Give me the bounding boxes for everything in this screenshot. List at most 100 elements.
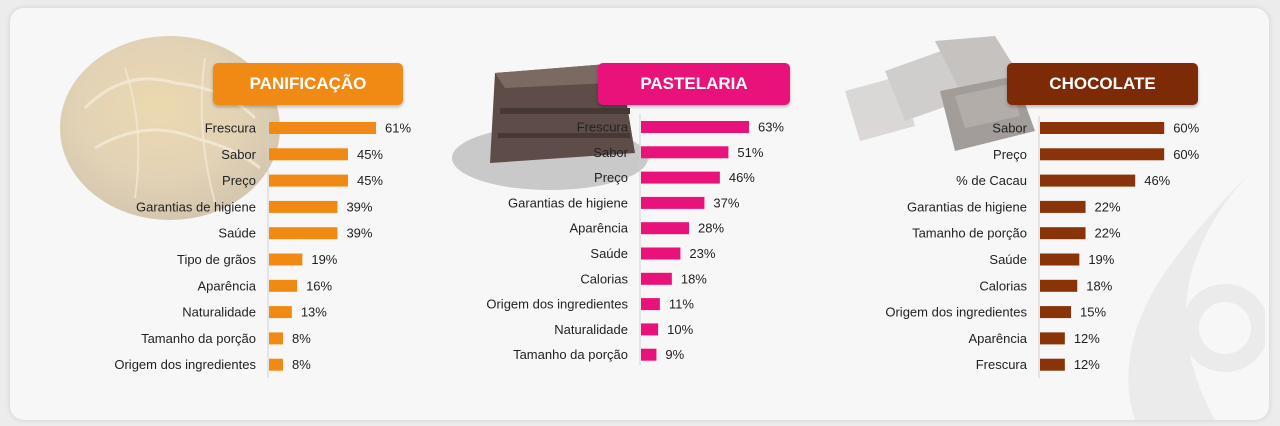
bar (641, 323, 659, 336)
value-label: 22% (1095, 226, 1121, 241)
value-label: 37% (713, 195, 739, 210)
value-label: 12% (1074, 331, 1100, 346)
category-label: Saúde (218, 226, 256, 241)
value-label: 45% (357, 147, 383, 162)
panificacao-header: PANIFICAÇÃO (213, 63, 403, 105)
value-label: 18% (1086, 278, 1112, 293)
bar (269, 200, 338, 213)
category-label: Tamanho de porção (912, 226, 1027, 241)
category-label: Aparência (968, 331, 1027, 346)
category-label: Calorias (979, 278, 1027, 293)
category-label: Frescura (205, 121, 257, 136)
bar (1040, 227, 1086, 240)
bar (269, 253, 303, 266)
value-label: 46% (1144, 173, 1170, 188)
value-label: 18% (681, 271, 707, 286)
bar (1040, 306, 1072, 319)
value-label: 28% (698, 221, 724, 236)
bar (269, 174, 348, 187)
bar (269, 332, 284, 345)
panificacao-chart: Frescura 61% Sabor 45% Preço 45% Garantias de … (114, 116, 412, 378)
category-label: Garantias de higiene (508, 195, 628, 210)
chocolate-illustration (845, 36, 1035, 151)
bar (641, 196, 705, 209)
value-label: 9% (665, 347, 684, 362)
bar (641, 146, 729, 159)
value-label: 16% (306, 278, 332, 293)
category-label: Garantias de higiene (136, 199, 256, 214)
pastelaria-chart: Frescura 63% Sabor 51% Preço 46% Garantias de … (486, 114, 784, 365)
value-label: 13% (301, 305, 327, 320)
value-label: 8% (292, 357, 311, 372)
category-label: Aparência (197, 278, 256, 293)
bar (1040, 358, 1065, 371)
value-label: 60% (1173, 147, 1199, 162)
value-label: 11% (669, 297, 694, 312)
bar (1040, 332, 1065, 345)
value-label: 23% (689, 246, 715, 261)
category-label: Preço (222, 173, 256, 188)
bar (269, 227, 338, 240)
value-label: 19% (311, 252, 337, 267)
cake-illustration (452, 63, 648, 190)
value-label: 19% (1088, 252, 1114, 267)
category-label: Saúde (590, 246, 628, 261)
category-label: Sabor (992, 121, 1027, 136)
chocolate-title: CHOCOLATE (1049, 74, 1156, 93)
bar (1040, 148, 1165, 161)
value-label: 45% (357, 173, 383, 188)
bar (1040, 200, 1086, 213)
category-label: Tamanho da porção (141, 331, 256, 346)
category-label: Preço (993, 147, 1027, 162)
category-label: % de Cacau (956, 173, 1027, 188)
category-label: Naturalidade (182, 305, 256, 320)
bar (641, 121, 749, 133)
category-label: Tipo de grãos (177, 252, 257, 267)
category-label: Origem dos ingredientes (486, 297, 628, 312)
category-label: Tamanho da porção (513, 347, 628, 362)
infographic-card: PANIFICAÇÃO Frescura 61% Sabor 45% Preço 45% G… (10, 8, 1269, 420)
chocolate-header: CHOCOLATE (1007, 63, 1198, 105)
bar (641, 272, 672, 285)
bar (641, 298, 660, 311)
category-label: Frescura (577, 120, 629, 135)
bar (269, 122, 377, 134)
bar (269, 358, 284, 371)
value-label: 10% (667, 322, 693, 337)
value-label: 15% (1080, 305, 1106, 320)
chocolate-chart: Sabor 60% Preço 60% % de Cacau 46% Garantias d… (885, 116, 1200, 378)
panel-chocolate: CHOCOLATE Sabor 60% Preço 60% % de Cacau 46% G… (850, 8, 1269, 420)
bar (269, 148, 348, 161)
bar (1040, 279, 1078, 292)
category-label: Preço (594, 170, 628, 185)
bar (641, 171, 720, 184)
panel-pastelaria: PASTELARIA Frescura 63% Sabor 51% Preço 46% Ga… (430, 8, 850, 420)
bar (1040, 174, 1136, 187)
bar (269, 279, 298, 292)
category-label: Calorias (580, 271, 628, 286)
value-label: 39% (346, 226, 372, 241)
category-label: Origem dos ingredientes (114, 357, 256, 372)
category-label: Naturalidade (554, 322, 628, 337)
value-label: 12% (1074, 357, 1100, 372)
category-label: Garantias de higiene (907, 199, 1027, 214)
bar (641, 348, 657, 361)
value-label: 22% (1095, 199, 1121, 214)
panificacao-title: PANIFICAÇÃO (249, 74, 367, 93)
category-label: Saúde (989, 252, 1027, 267)
pastelaria-title: PASTELARIA (640, 74, 748, 93)
bar (1040, 253, 1080, 266)
value-label: 46% (729, 170, 755, 185)
value-label: 39% (346, 199, 372, 214)
bar (1040, 122, 1165, 134)
bar (269, 306, 292, 319)
pastelaria-header: PASTELARIA (598, 63, 790, 105)
bar (641, 222, 689, 235)
category-label: Sabor (221, 147, 256, 162)
category-label: Sabor (593, 145, 628, 160)
watermark-logo (1128, 168, 1265, 420)
value-label: 61% (385, 121, 411, 136)
category-label: Frescura (976, 357, 1028, 372)
category-label: Origem dos ingredientes (885, 305, 1027, 320)
bar (641, 247, 681, 260)
